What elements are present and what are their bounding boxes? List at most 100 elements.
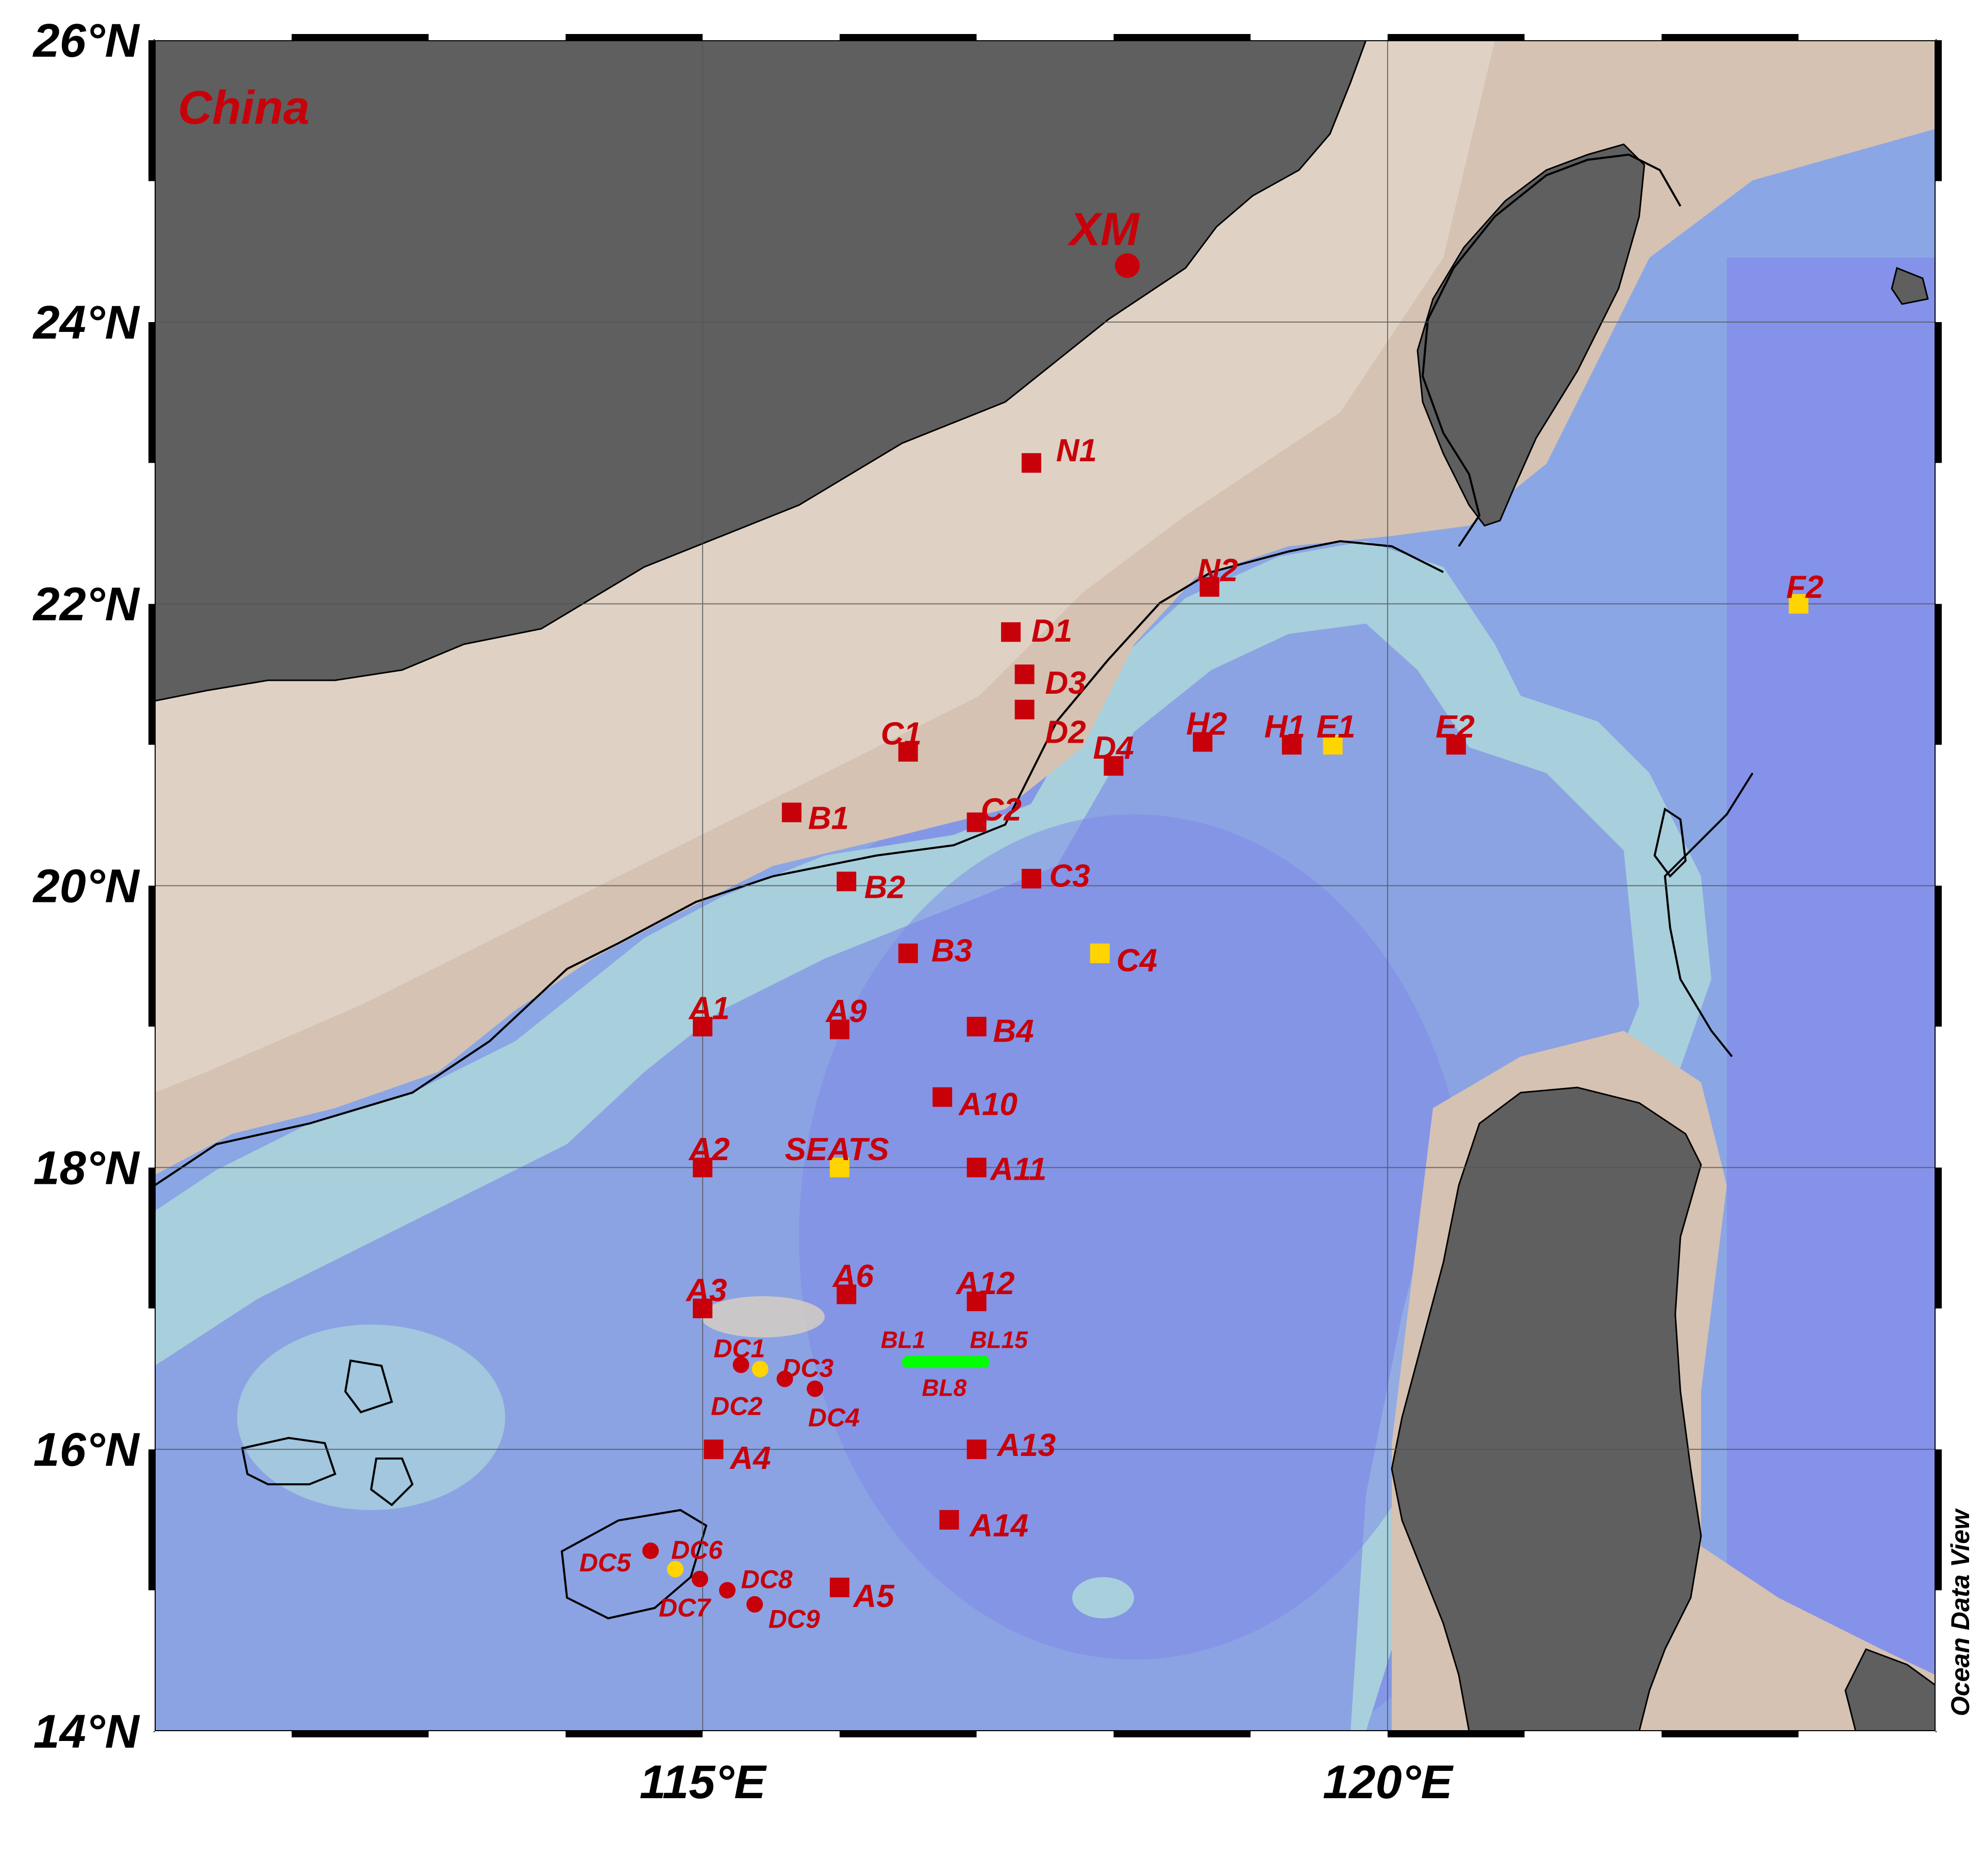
dc-station-label: DC6 [671, 1535, 723, 1564]
station-label: A13 [996, 1428, 1056, 1463]
dc-station-marker [642, 1543, 659, 1560]
frame-tick-right [1936, 1026, 1942, 1168]
lat-tick-label: 20°N [32, 860, 140, 913]
shelf-contour [155, 540, 1444, 1186]
luzon-island [1391, 1086, 1702, 1731]
station-marker [966, 1016, 987, 1036]
frame-tick-top [703, 34, 840, 40]
frame-tick-top [1798, 34, 1936, 40]
city-marker-xm: XM [1067, 204, 1140, 278]
frame-tick-left [148, 1449, 155, 1590]
credit-label: Ocean Data View [1946, 1508, 1975, 1716]
station-label: H1 [1264, 709, 1305, 745]
station-label: D1 [1031, 613, 1072, 649]
station-label: H2 [1186, 706, 1227, 742]
frame-tick-left [148, 463, 155, 604]
station-marker [1001, 622, 1021, 642]
station-label: C3 [1049, 859, 1090, 894]
station-marker [704, 1439, 724, 1460]
station-marker [837, 872, 857, 892]
station-marker [939, 1510, 959, 1530]
frame-tick-left [148, 1308, 155, 1450]
island-paracel-4 [344, 1359, 393, 1414]
station-marker [898, 943, 918, 963]
island-paracel-1 [560, 1509, 708, 1620]
station-marker [1021, 868, 1041, 889]
latitude-labels: 26°N 24°N 22°N 20°N 18°N 16°N 14°N [32, 14, 140, 1758]
dc-station-label: DC5 [579, 1548, 631, 1577]
station-label: B4 [993, 1013, 1034, 1049]
station-label: A12 [955, 1266, 1015, 1301]
lon-tick-label: 115°E [640, 1756, 767, 1808]
city-label: XM [1067, 204, 1140, 255]
frame-tick-left [148, 181, 155, 322]
lon-tick-label: 120°E [1323, 1756, 1454, 1808]
frame-tick-top [1113, 34, 1251, 40]
frame-tick-top [1661, 34, 1799, 40]
frame-tick-bottom [155, 1731, 292, 1737]
longitude-labels: 115°E 120°E [640, 1756, 1454, 1808]
frame-tick-right [1936, 40, 1942, 181]
bl-label: BL8 [922, 1374, 966, 1401]
taiwan-contour [1421, 153, 1681, 547]
frame-tick-left [148, 604, 155, 745]
lat-tick-label: 22°N [32, 578, 140, 631]
lat-tick-label: 24°N [32, 296, 140, 349]
station-marker [829, 1019, 849, 1040]
station-marker [1104, 756, 1124, 776]
deep-core [799, 814, 1469, 1660]
station-label: D4 [1093, 730, 1134, 766]
station-marker [1193, 732, 1213, 752]
frame-tick-right [1936, 1308, 1942, 1450]
frame-tick-right [1936, 463, 1942, 604]
east-deep-water [1727, 258, 1936, 1731]
station-marker [829, 1578, 849, 1598]
station-marker [1281, 735, 1302, 755]
station-label: B2 [864, 870, 905, 906]
station-label: C4 [1117, 943, 1157, 979]
station-marker [1446, 735, 1466, 755]
dc-station-marker [732, 1356, 749, 1373]
frame-tick-left [148, 885, 155, 1027]
frame-ticks [148, 34, 1942, 1737]
station-label: A2 [688, 1132, 730, 1167]
station-marker [693, 1298, 713, 1318]
dc-station-marker [752, 1361, 769, 1378]
station-marker [693, 1158, 713, 1178]
station-label: SEATS [785, 1132, 889, 1167]
station-marker [693, 1016, 713, 1036]
frame-tick-top [1524, 34, 1662, 40]
frame-tick-left [148, 1590, 155, 1731]
frame-tick-right [1936, 1449, 1942, 1590]
region-label-china: China [178, 81, 310, 134]
frame-tick-top [155, 34, 292, 40]
station-marker [966, 1158, 987, 1178]
station-marker [829, 1158, 849, 1178]
station-label: A1 [688, 991, 730, 1027]
frame-tick-right [1936, 745, 1942, 886]
station-label: N2 [1197, 552, 1238, 588]
station-marker [966, 1439, 987, 1460]
gridlines [155, 40, 1936, 1731]
station-marker [1014, 664, 1035, 684]
dc-station-marker [691, 1570, 708, 1587]
bl-label: BL15 [970, 1326, 1028, 1353]
dc-stations: DC1 DC2 DC3 DC4 DC5 DC6 DC7 DC8 DC9 [579, 1334, 860, 1633]
shoal-patch [701, 1296, 825, 1337]
station-label: A6 [832, 1259, 874, 1294]
china-mainland [155, 40, 1367, 702]
frame-tick-left [148, 322, 155, 463]
island-east-1 [1653, 807, 1687, 878]
station-marker [1021, 453, 1041, 473]
station-marker [837, 1284, 857, 1304]
island-paracel-3 [370, 1458, 414, 1506]
frame-tick-top [1251, 34, 1388, 40]
island-small-2 [1891, 266, 1929, 305]
station-label: A5 [852, 1579, 895, 1614]
station-label: A9 [825, 994, 867, 1029]
station-label: E2 [1436, 709, 1475, 745]
frame-tick-left [148, 745, 155, 886]
dc-station-marker [746, 1596, 763, 1613]
